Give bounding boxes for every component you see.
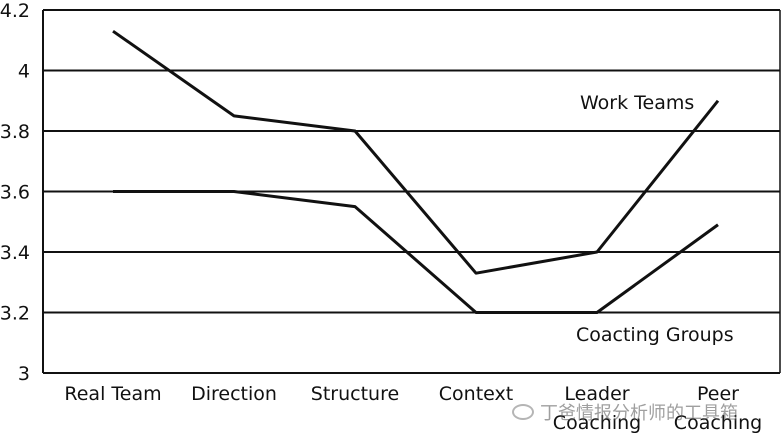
series-line-2 [113,190,719,314]
series-label-coacting-groups: Coacting Groups [576,324,734,346]
x-tick-label: Leader Coaching [553,383,641,434]
wechat-icon [512,404,534,420]
x-tick-label: Real Team [64,383,161,405]
y-tick-label: 3.6 [0,182,30,204]
y-tick-label: 3.8 [0,121,30,143]
x-tick-label: Peer Coaching [674,383,762,434]
x-tick-label: Structure [311,383,399,405]
y-tick-label: 4.2 [0,0,30,22]
series-label-work-teams: Work Teams [580,92,694,114]
watermark: 丁爸情报分析师的工具箱 [512,392,782,432]
y-tick-label: 3.4 [0,242,30,264]
watermark-text: 丁爸情报分析师的工具箱 [540,403,738,424]
series-line-1 [112,29,720,275]
x-tick-label: Context [439,383,513,405]
y-tick-label: 3 [18,363,30,385]
x-tick-label: Direction [191,383,277,405]
y-tick-label: 4 [18,61,30,83]
y-tick-label: 3.2 [0,303,30,325]
